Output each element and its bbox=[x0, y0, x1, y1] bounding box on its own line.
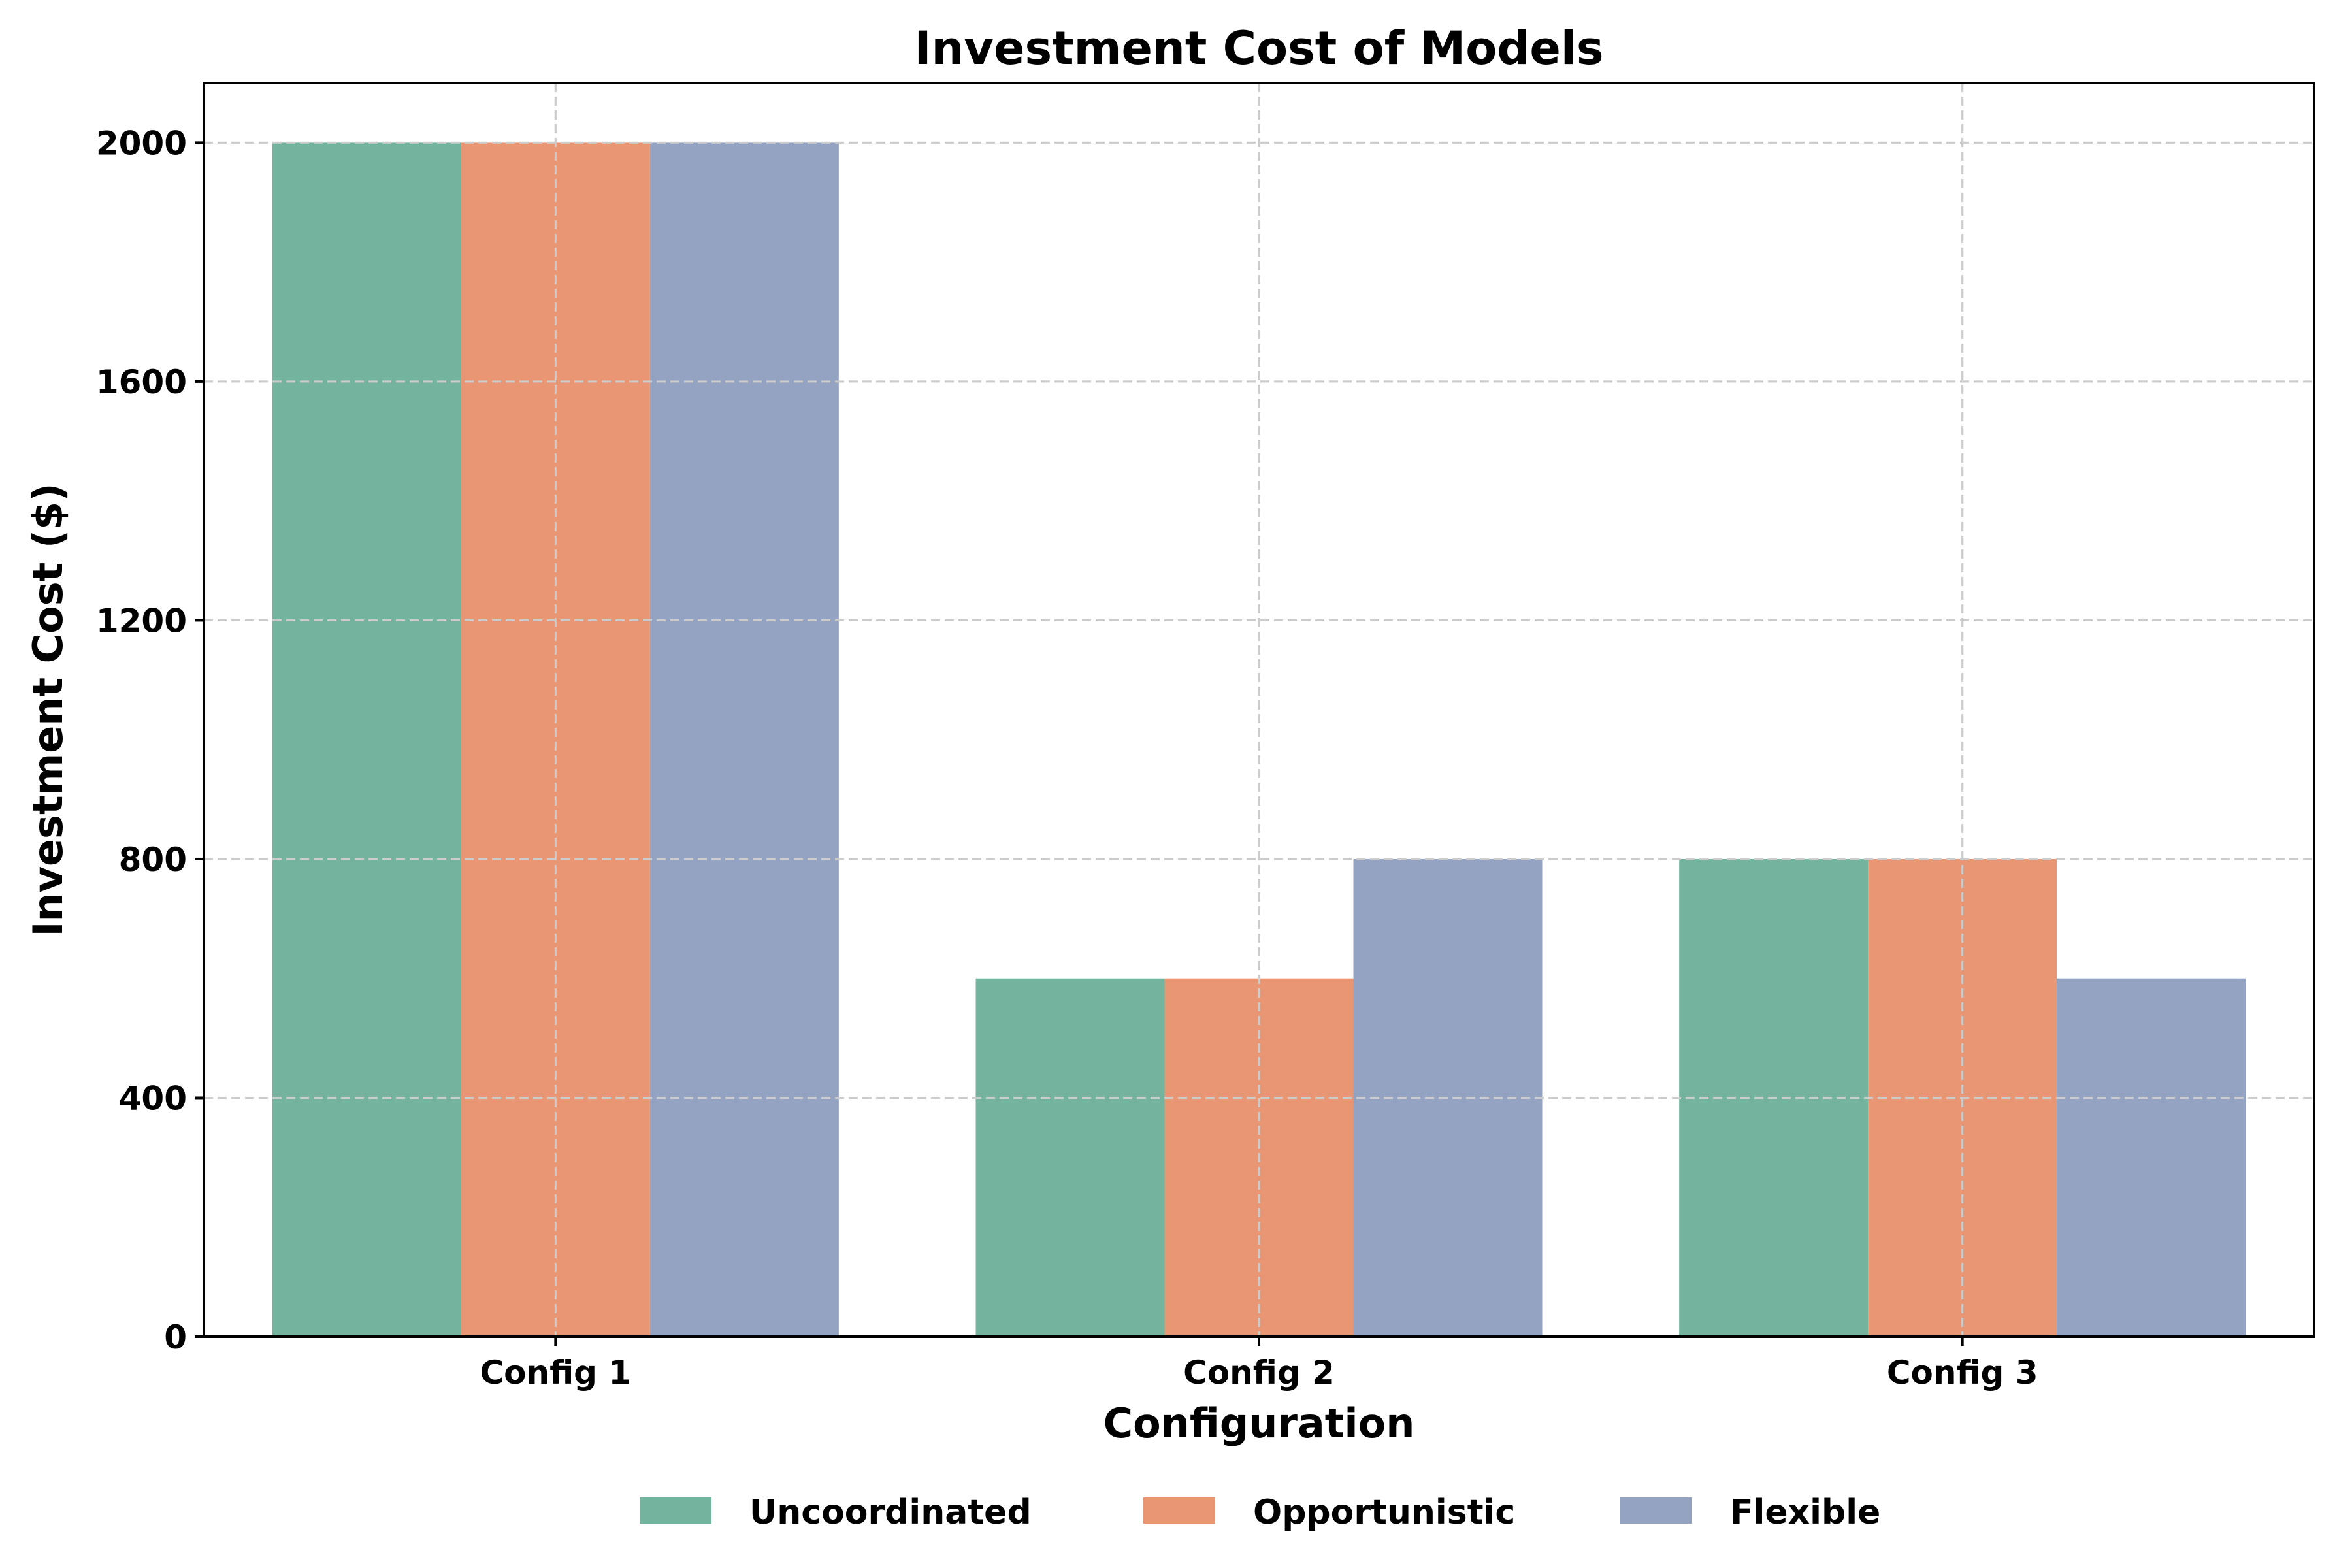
y-tick-label: 2000 bbox=[96, 124, 187, 162]
y-axis-label: Investment Cost ($) bbox=[24, 483, 72, 936]
legend-swatch-uncoordinated bbox=[640, 1497, 711, 1524]
x-axis-ticks: Config 1 Config 2 Config 3 bbox=[480, 1337, 2038, 1392]
legend-swatch-flexible bbox=[1620, 1497, 1692, 1524]
y-tick-label: 1600 bbox=[96, 363, 187, 401]
bar-uncoordinated-config-2 bbox=[975, 978, 1165, 1337]
legend-swatch-opportunistic bbox=[1143, 1497, 1215, 1524]
legend: Uncoordinated Opportunistic Flexible bbox=[640, 1493, 1880, 1532]
legend-label-flexible: Flexible bbox=[1730, 1493, 1880, 1532]
x-tick-label: Config 3 bbox=[1887, 1354, 2038, 1392]
x-tick-label: Config 1 bbox=[480, 1354, 631, 1392]
bar-flexible-config-3 bbox=[2057, 978, 2246, 1337]
bar-flexible-config-1 bbox=[649, 142, 839, 1337]
legend-label-opportunistic: Opportunistic bbox=[1253, 1493, 1515, 1532]
bar-uncoordinated-config-1 bbox=[272, 142, 461, 1337]
y-tick-label: 800 bbox=[119, 841, 187, 879]
x-tick-label: Config 2 bbox=[1183, 1354, 1335, 1392]
y-axis-ticks: 0 400 800 1200 1600 2000 bbox=[96, 124, 204, 1356]
x-axis-label: Configuration bbox=[1103, 1399, 1415, 1447]
bar-opportunistic-config-1 bbox=[461, 142, 650, 1337]
y-tick-label: 0 bbox=[164, 1318, 187, 1356]
y-tick-label: 1200 bbox=[96, 602, 187, 640]
y-tick-label: 400 bbox=[119, 1079, 187, 1117]
chart-title: Investment Cost of Models bbox=[914, 22, 1603, 75]
legend-label-uncoordinated: Uncoordinated bbox=[749, 1493, 1032, 1532]
